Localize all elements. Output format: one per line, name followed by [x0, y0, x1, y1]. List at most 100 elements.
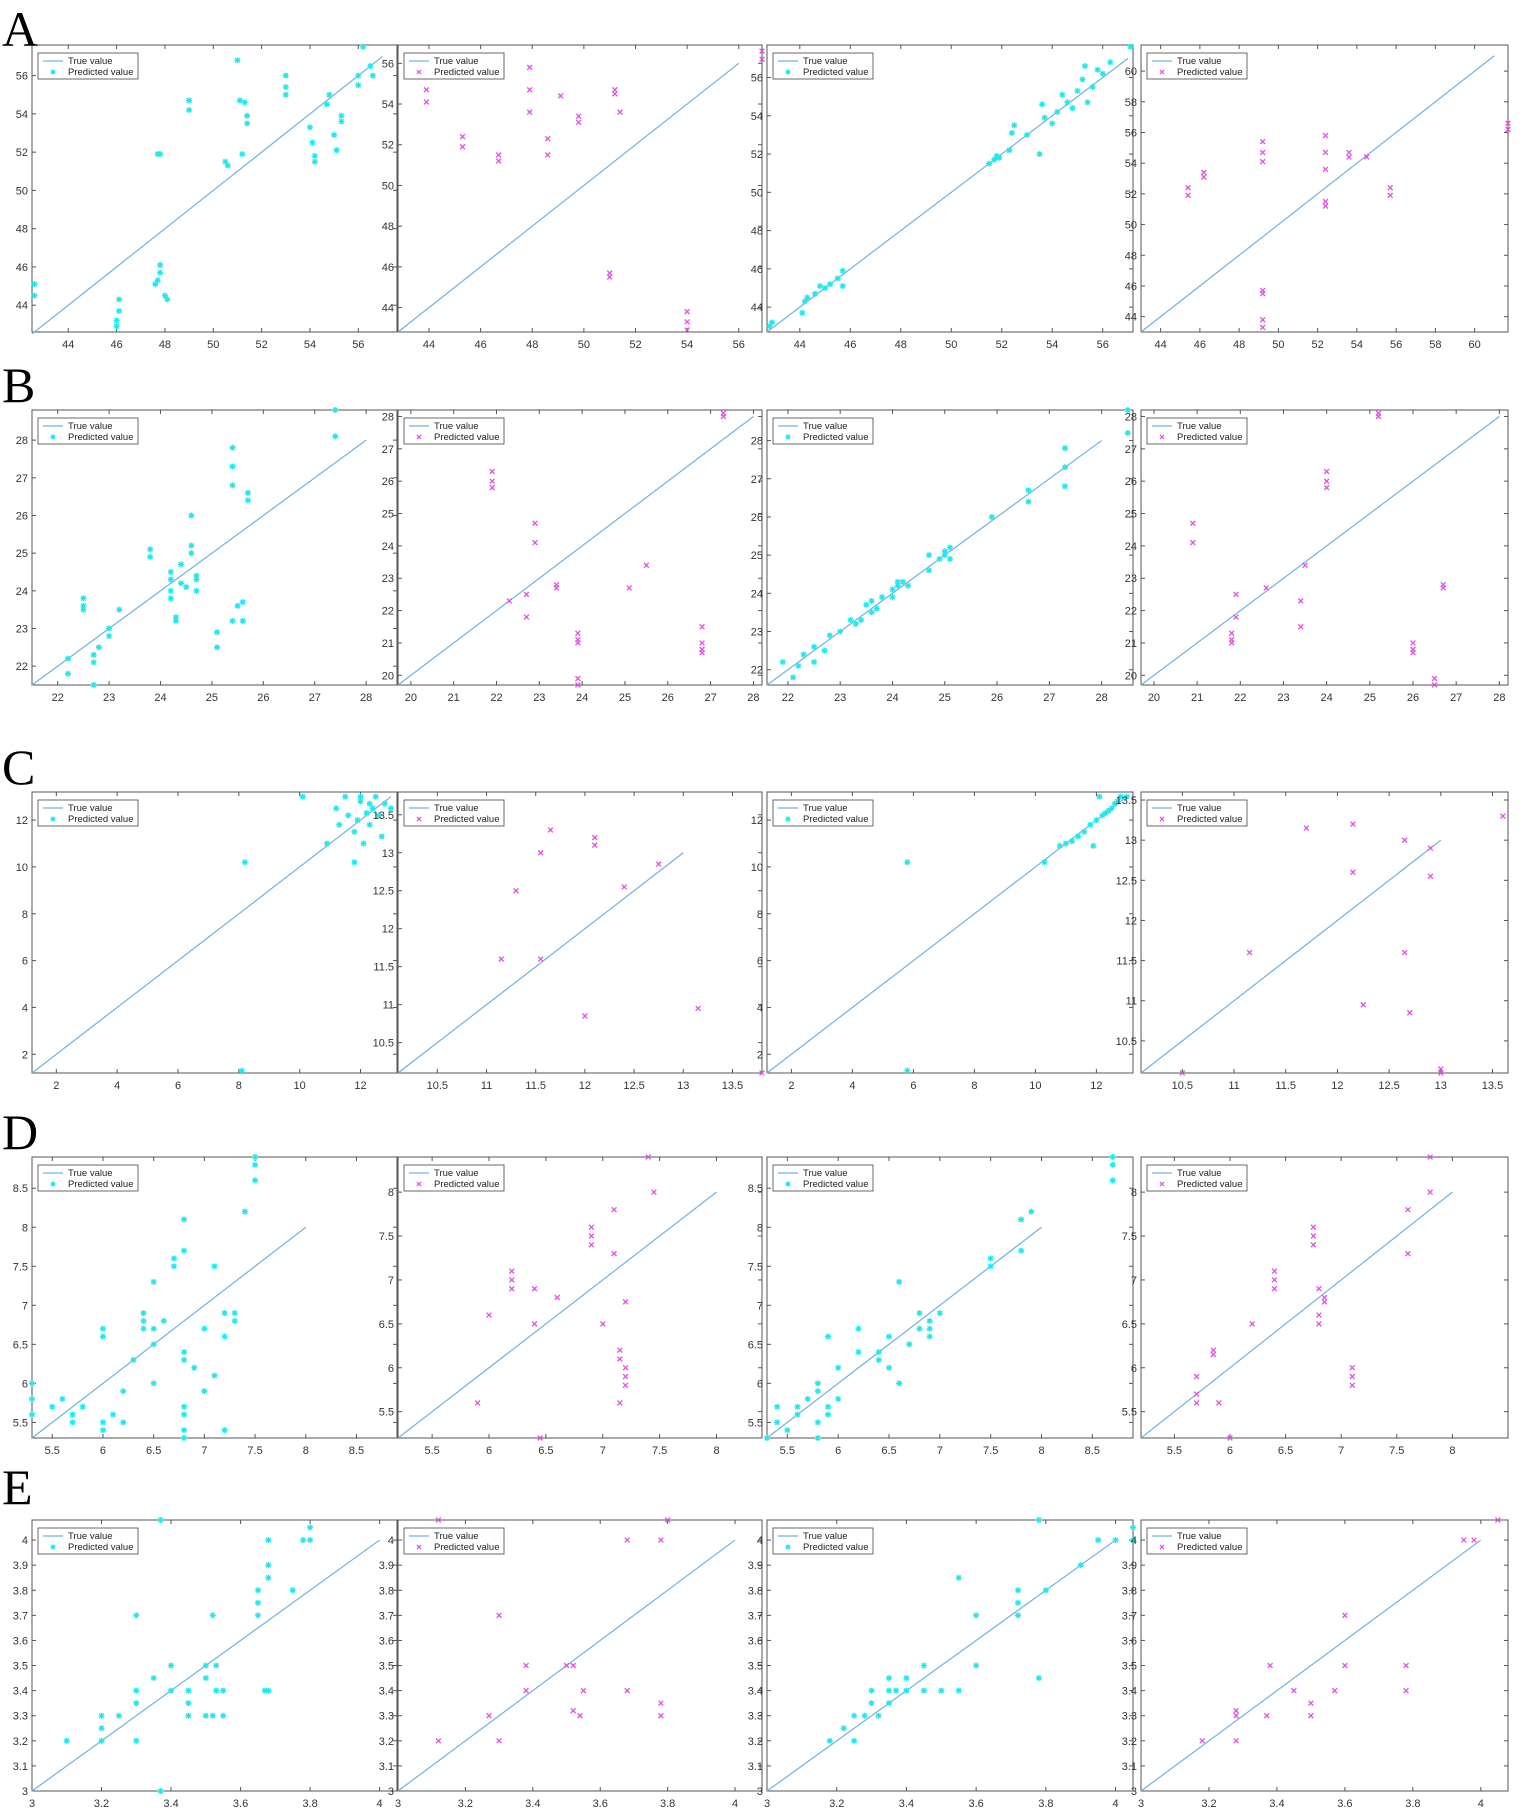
- data-point: [1179, 1070, 1186, 1076]
- data-point: [886, 1364, 892, 1371]
- data-point: [1431, 682, 1438, 688]
- data-point: [1109, 1154, 1116, 1160]
- legend-true-label: True value: [1177, 421, 1222, 432]
- y-tick-label: 8: [22, 1222, 28, 1234]
- data-point: [1405, 1250, 1411, 1257]
- data-point: [185, 1700, 192, 1707]
- legend-marker-swatch: [1159, 1181, 1165, 1187]
- x-tick-label: 5.5: [780, 1445, 795, 1457]
- data-point: [115, 1712, 122, 1719]
- data-point: [387, 805, 394, 812]
- data-point: [905, 582, 912, 589]
- y-tick-label: 11.5: [1116, 956, 1137, 968]
- x-tick-label: 4: [114, 1080, 120, 1092]
- x-tick-label: 6: [910, 1080, 916, 1092]
- data-point: [840, 1725, 847, 1732]
- data-point: [532, 520, 538, 527]
- data-point: [351, 828, 358, 835]
- x-tick-label: 3.2: [94, 1798, 109, 1810]
- data-point: [29, 1380, 35, 1387]
- legend-pred-label: Predicted value: [803, 1542, 868, 1553]
- data-point: [537, 956, 544, 962]
- data-point: [1014, 1612, 1021, 1619]
- data-point: [1363, 154, 1370, 160]
- legend-box: [403, 1164, 505, 1192]
- data-point: [168, 1662, 175, 1669]
- data-point: [254, 1599, 261, 1606]
- x-tick-label: 11: [1228, 1080, 1239, 1092]
- data-point: [326, 91, 333, 98]
- data-point: [1042, 1587, 1049, 1594]
- data-point: [759, 1070, 765, 1076]
- data-point: [825, 1403, 831, 1410]
- data-point: [875, 1349, 882, 1356]
- x-tick-label: 12.5: [1378, 1080, 1399, 1092]
- y-tick-label: 48: [16, 224, 28, 236]
- data-point: [31, 281, 38, 288]
- legend-pred-label: Predicted value: [1177, 814, 1242, 825]
- legend-true-label: True value: [1177, 1168, 1222, 1179]
- legend-pred-label: Predicted value: [68, 432, 133, 443]
- data-point: [99, 1333, 106, 1340]
- legend-true-label: True value: [803, 1531, 848, 1542]
- data-point: [795, 662, 802, 669]
- data-point: [906, 1341, 913, 1348]
- data-point: [265, 1574, 272, 1581]
- data-point: [1062, 445, 1069, 452]
- x-tick-label: 22: [490, 692, 502, 704]
- data-point: [69, 1411, 76, 1418]
- legend-box: [1146, 1164, 1248, 1192]
- x-tick-label: 54: [1046, 339, 1058, 351]
- data-point: [1077, 1562, 1084, 1569]
- data-point: [299, 793, 306, 800]
- y-tick-label: 25: [1125, 509, 1137, 521]
- data-point: [1130, 1537, 1136, 1544]
- y-tick-label: 2: [22, 1049, 28, 1061]
- legend-true-label: True value: [803, 1168, 848, 1179]
- data-point: [1405, 1206, 1411, 1213]
- data-point: [611, 90, 618, 97]
- x-tick-label: 10: [294, 1080, 306, 1092]
- x-tick-label: 3.8: [302, 1798, 317, 1810]
- x-tick-label: 6: [835, 1445, 841, 1457]
- y-tick-label: 12.5: [373, 886, 394, 898]
- x-tick-label: 50: [945, 339, 957, 351]
- data-point: [1437, 1070, 1444, 1076]
- data-point: [1090, 842, 1097, 849]
- data-point: [699, 649, 705, 656]
- data-point: [591, 834, 598, 841]
- legend-box: [403, 417, 505, 445]
- data-point: [202, 1662, 209, 1669]
- data-point: [611, 1206, 617, 1213]
- data-point: [147, 546, 154, 553]
- data-point: [496, 1737, 502, 1744]
- x-tick-label: 12: [354, 1080, 366, 1092]
- legend-marker-swatch: [1159, 434, 1165, 440]
- data-point: [161, 292, 168, 299]
- legend-marker-swatch: [416, 1544, 422, 1550]
- data-point: [835, 1395, 842, 1402]
- data-point: [926, 1325, 933, 1332]
- legend-pred-label: Predicted value: [1177, 1542, 1242, 1553]
- true-value-line: [31, 439, 367, 686]
- data-point: [769, 319, 776, 326]
- y-tick-label: 3.8: [379, 1585, 394, 1597]
- data-point: [1323, 468, 1330, 475]
- data-point: [879, 594, 886, 601]
- x-tick-label: 52: [996, 339, 1008, 351]
- data-point: [839, 267, 846, 274]
- data-point: [1233, 614, 1239, 620]
- data-point: [229, 444, 236, 451]
- data-point: [79, 1403, 86, 1410]
- y-tick-label: 6.5: [13, 1339, 28, 1351]
- data-point: [508, 1277, 515, 1283]
- data-point: [234, 57, 241, 64]
- x-tick-label: 6.5: [881, 1445, 896, 1457]
- x-tick-label: 3.4: [1269, 1798, 1284, 1810]
- data-point: [557, 93, 564, 99]
- data-point: [835, 1364, 842, 1371]
- legend-true-label: True value: [68, 803, 113, 814]
- data-point: [916, 1325, 923, 1332]
- data-point: [606, 274, 613, 280]
